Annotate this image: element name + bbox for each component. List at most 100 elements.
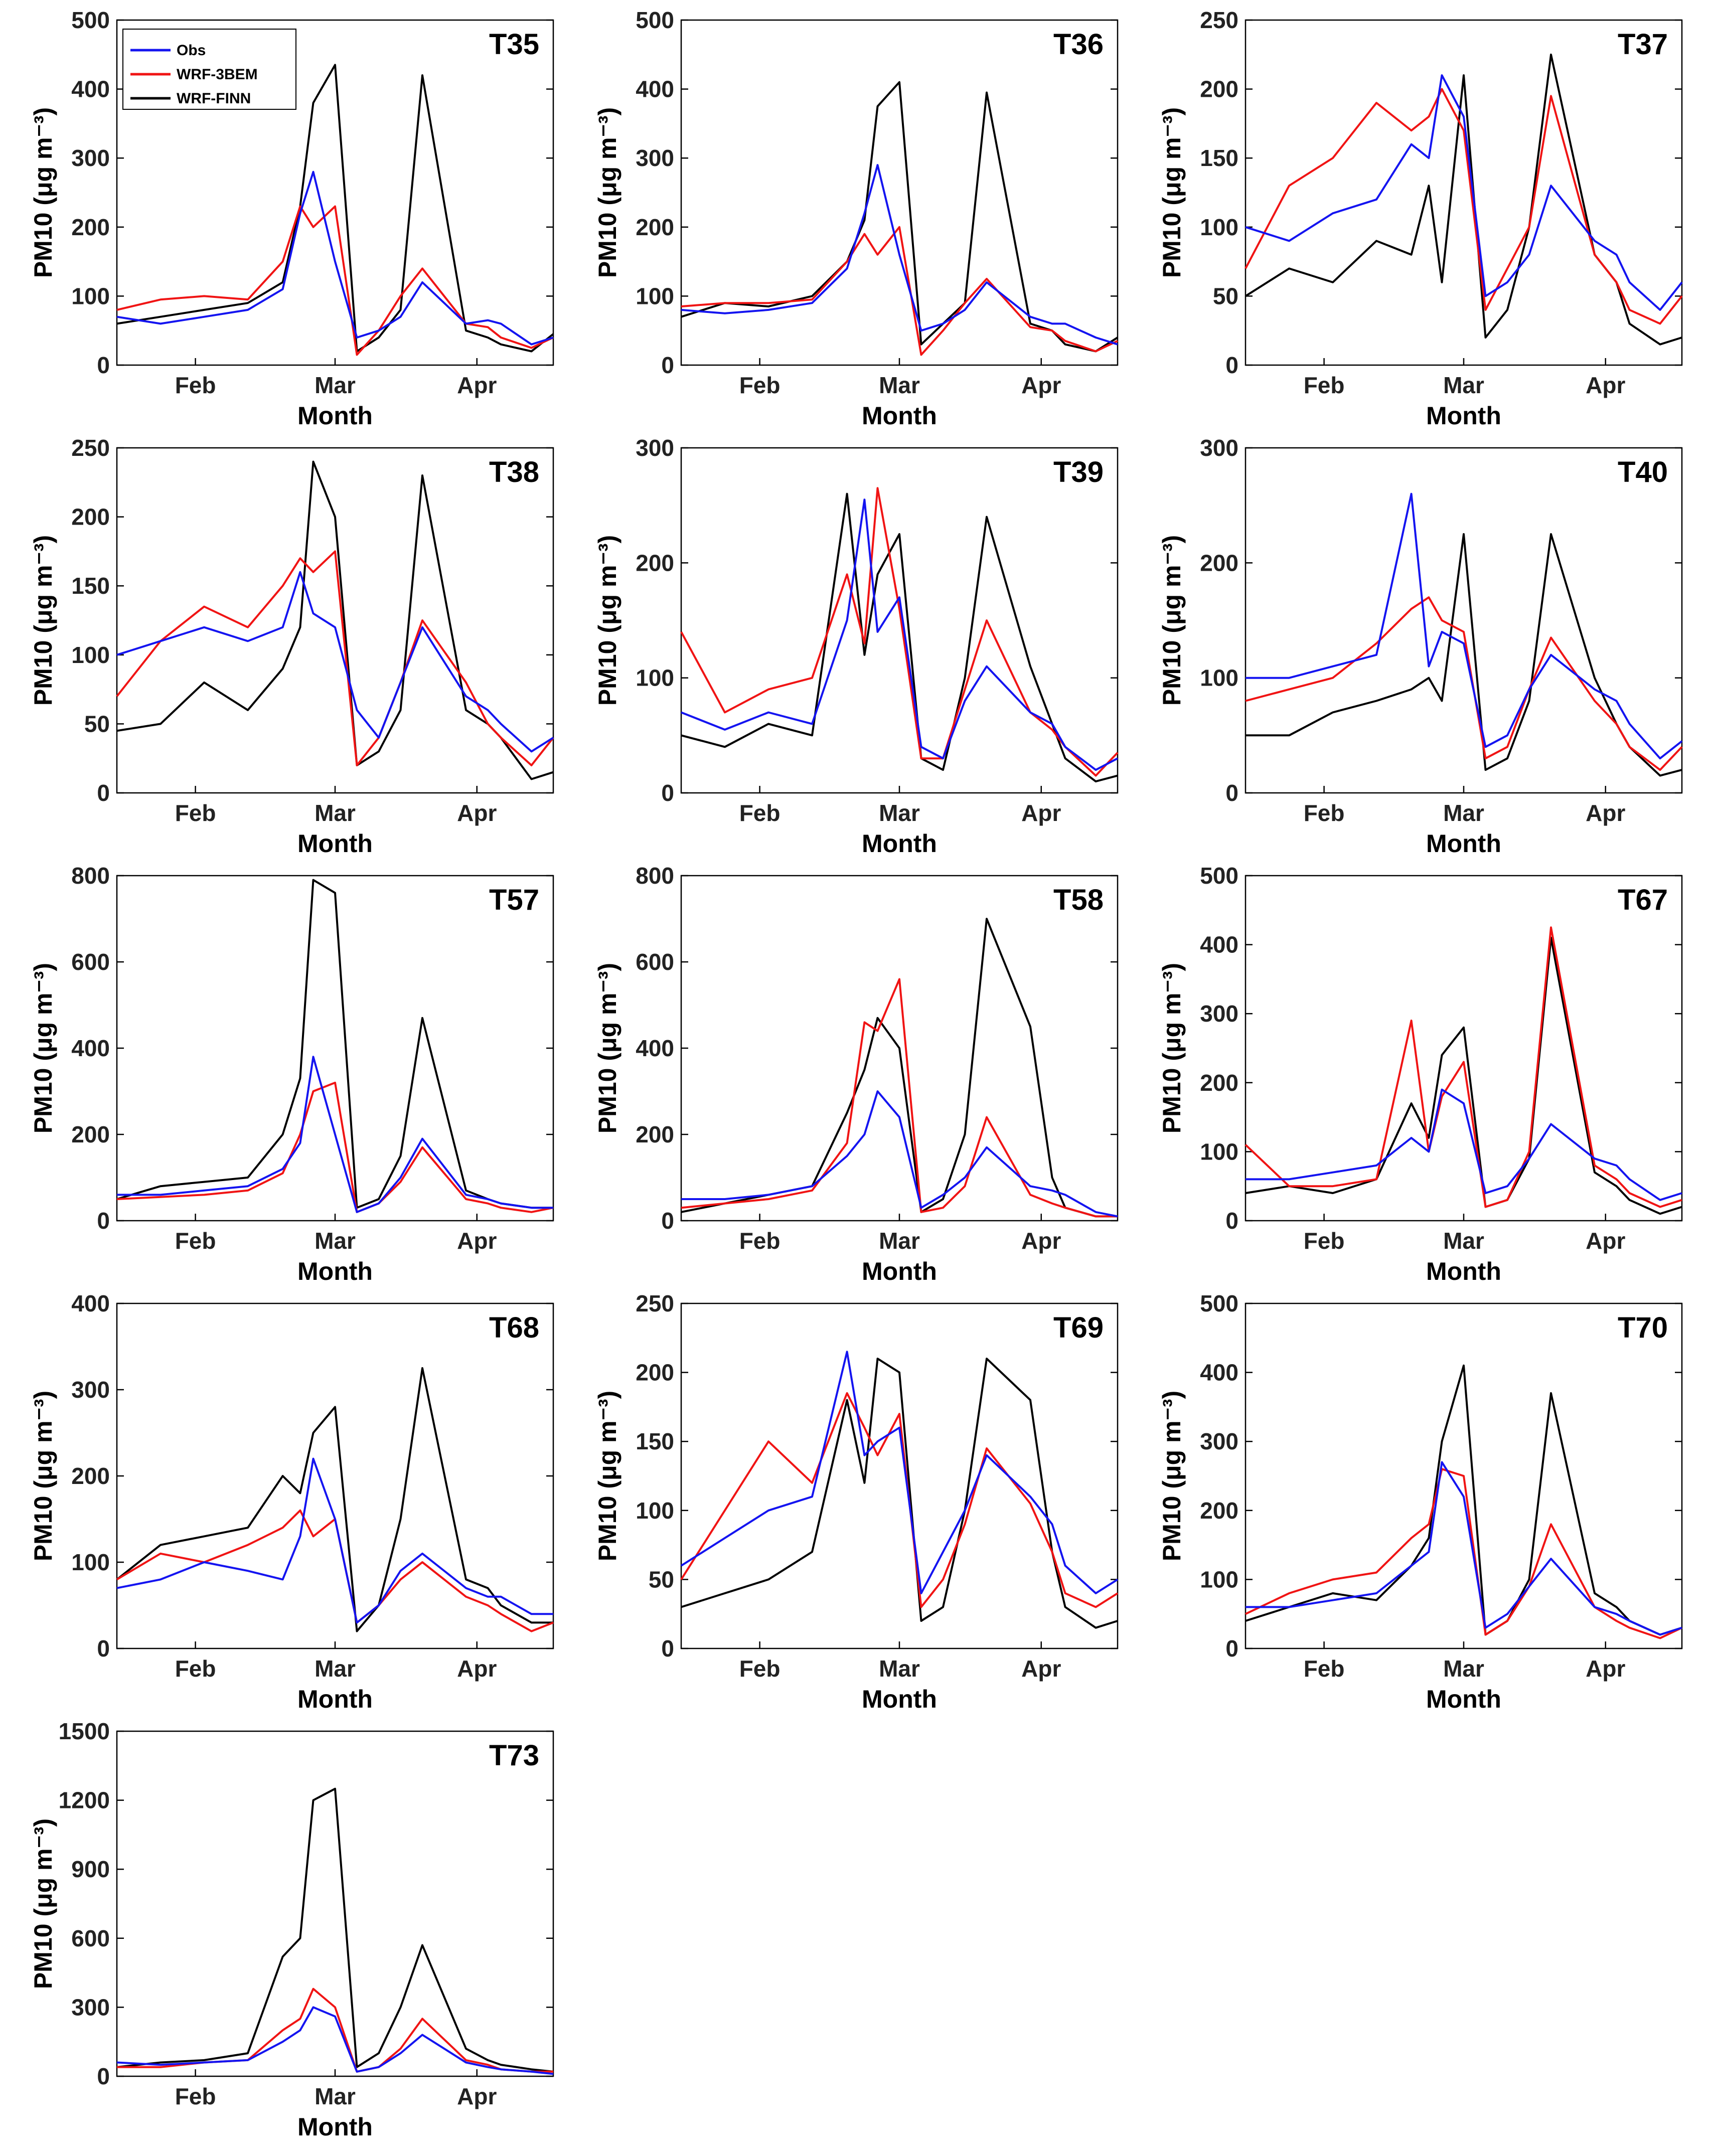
y-tick-label: 1500 — [59, 1718, 110, 1744]
y-tick-label: 200 — [636, 214, 674, 240]
y-tick-label: 200 — [1200, 1498, 1238, 1524]
panel-t70: 0 100 200 300 400 500 Feb Mar Apr Month PM10 (μg m… — [1158, 1290, 1683, 1713]
panel-title-t73: T73 — [489, 1739, 539, 1772]
y-tick-label: 200 — [1200, 1070, 1238, 1096]
y-tick-label: 150 — [636, 1428, 674, 1454]
x-axis-label: Month — [862, 1685, 937, 1713]
y-tick-label: 100 — [71, 283, 110, 309]
panel-title-t38: T38 — [489, 456, 539, 488]
x-tick-label-feb: Feb — [175, 1228, 216, 1254]
x-tick-label-apr: Apr — [1586, 800, 1625, 826]
plot-area-t67 — [1245, 875, 1683, 1222]
y-tick-label: 100 — [1200, 1138, 1238, 1165]
y-tick-label: 200 — [1200, 550, 1238, 576]
x-tick-label-apr: Apr — [1021, 372, 1061, 398]
y-tick-label: 400 — [1200, 932, 1238, 958]
y-tick-label: 100 — [71, 1549, 110, 1575]
y-axis-label: PM10 (μg m⁻³) — [593, 535, 621, 706]
series-line-obs-t67 — [1246, 1088, 1682, 1201]
y-tick-label: 50 — [1213, 283, 1238, 309]
x-tick-label-mar: Mar — [1443, 1228, 1484, 1254]
series-line-wrf-finn-t69 — [681, 1358, 1118, 1629]
y-tick-label: 250 — [1200, 7, 1238, 33]
y-tick-label: 500 — [636, 7, 674, 33]
x-tick-label-mar: Mar — [315, 2083, 356, 2109]
y-tick-label: 200 — [71, 214, 110, 240]
x-tick-label-apr: Apr — [457, 372, 497, 398]
x-tick-label-feb: Feb — [1304, 372, 1345, 398]
y-tick-label: 400 — [71, 1035, 110, 1061]
y-tick-label: 200 — [636, 1360, 674, 1386]
y-axis-label: PM10 (μg m⁻³) — [1158, 963, 1186, 1133]
x-axis-label: Month — [1426, 1685, 1501, 1713]
legend: Obs WRF-3BEM WRF-FINN — [122, 29, 296, 110]
series-line-wrf-3bem-t40 — [1245, 596, 1683, 771]
x-tick-label-feb: Feb — [1304, 1228, 1345, 1254]
x-tick-label-mar: Mar — [1443, 800, 1484, 826]
x-axis-label: Month — [862, 830, 937, 858]
series-line-obs-t68 — [116, 1457, 553, 1624]
x-tick-label-apr: Apr — [1586, 372, 1625, 398]
x-tick-label-mar: Mar — [315, 372, 356, 398]
y-tick-label: 800 — [71, 863, 110, 889]
x-tick-label-feb: Feb — [1304, 1655, 1345, 1682]
x-tick-label-apr: Apr — [457, 1228, 497, 1254]
y-tick-label: 600 — [71, 949, 110, 975]
series-line-wrf-finn-t37 — [1245, 53, 1682, 346]
y-tick-label: 1200 — [59, 1787, 110, 1813]
y-axis-label: PM10 (μg m⁻³) — [29, 107, 57, 278]
legend-label-obs: Obs — [177, 42, 206, 59]
y-tick-label: 400 — [71, 76, 110, 102]
series-line-wrf-3bem-t36 — [681, 226, 1118, 356]
y-tick-label: 200 — [1200, 76, 1238, 102]
panel-t68: 0 100 200 300 400 Feb Mar Apr Month PM10 (μg m⁻³)… — [29, 1290, 554, 1713]
x-tick-label-feb: Feb — [739, 800, 781, 826]
x-tick-label-mar: Mar — [315, 1655, 356, 1682]
y-axis-label: PM10 (μg m⁻³) — [29, 535, 57, 706]
y-tick-label: 300 — [1200, 435, 1238, 461]
y-tick-label: 0 — [1225, 1635, 1238, 1662]
y-tick-label: 100 — [71, 642, 110, 668]
y-tick-label: 250 — [636, 1290, 674, 1316]
x-tick-label-feb: Feb — [739, 1655, 781, 1682]
x-axis-label: Month — [862, 1257, 937, 1285]
series-line-wrf-3bem-t67 — [1245, 926, 1682, 1208]
x-axis-label: Month — [297, 830, 373, 858]
y-tick-label: 500 — [1200, 1290, 1238, 1316]
plot-area-t57 — [116, 875, 554, 1222]
panel-title-t35: T35 — [489, 28, 539, 61]
series-line-obs-t73 — [116, 2006, 554, 2075]
plot-area-t38 — [116, 447, 554, 794]
x-tick-label-apr: Apr — [1021, 1655, 1061, 1682]
y-tick-label: 500 — [1200, 863, 1238, 889]
panel-t40: 0 100 200 300 Feb Mar Apr Month PM10 (μg m⁻³) T40 — [1158, 435, 1683, 858]
x-tick-label-feb: Feb — [739, 372, 781, 398]
y-tick-label: 0 — [661, 1635, 674, 1662]
series-line-obs-t40 — [1246, 492, 1683, 760]
plot-area-t69 — [680, 1302, 1119, 1649]
x-axis-label: Month — [297, 402, 373, 430]
x-axis-label: Month — [297, 1685, 373, 1713]
series-line-wrf-3bem-t35 — [116, 205, 554, 356]
plot-area-t73 — [116, 1730, 554, 2077]
panel-title-t37: T37 — [1618, 28, 1668, 61]
y-tick-label: 0 — [661, 1208, 674, 1234]
x-tick-label-mar: Mar — [879, 372, 920, 398]
y-tick-label: 200 — [71, 1463, 110, 1489]
y-tick-label: 50 — [649, 1566, 674, 1592]
x-axis-label: Month — [297, 2113, 373, 2141]
x-tick-label-feb: Feb — [175, 800, 216, 826]
series-line-obs-t57 — [117, 1056, 553, 1213]
y-axis-label: PM10 (μg m⁻³) — [29, 1818, 57, 1989]
y-tick-label: 600 — [71, 1925, 110, 1951]
x-tick-label-mar: Mar — [879, 800, 920, 826]
panel-title-t39: T39 — [1053, 456, 1104, 488]
x-tick-label-mar: Mar — [315, 1228, 356, 1254]
y-axis-label: PM10 (μg m⁻³) — [593, 1391, 621, 1561]
x-tick-label-apr: Apr — [457, 2083, 497, 2109]
y-tick-label: 200 — [71, 1121, 110, 1147]
panel-t58: 0 200 400 600 800 Feb Mar Apr Month PM10 (μg m⁻³)… — [593, 863, 1119, 1285]
y-tick-label: 100 — [636, 283, 674, 309]
panel-title-t68: T68 — [489, 1311, 539, 1344]
y-tick-label: 400 — [71, 1290, 110, 1316]
